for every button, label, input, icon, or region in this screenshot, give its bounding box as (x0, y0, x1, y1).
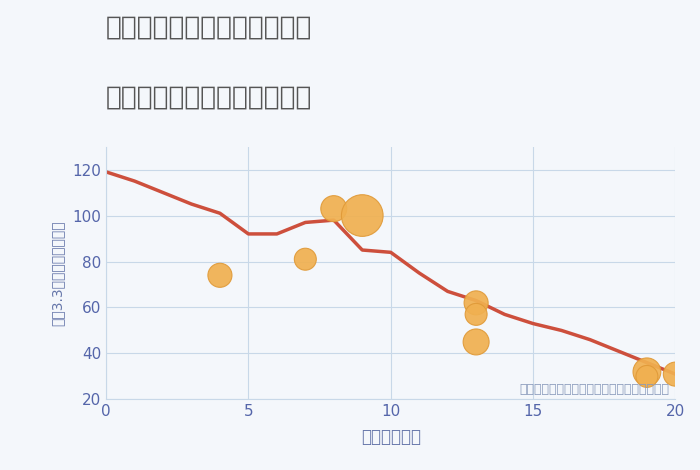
Text: 駅距離別中古マンション価格: 駅距離別中古マンション価格 (106, 85, 312, 110)
Y-axis label: 坪（3.3㎡）単価（万円）: 坪（3.3㎡）単価（万円） (50, 220, 64, 326)
Text: 円の大きさは、取引のあった物件面積を示す: 円の大きさは、取引のあった物件面積を示す (519, 383, 670, 396)
Point (470, 299, 482, 306)
X-axis label: 駅距離（分）: 駅距離（分） (360, 428, 421, 446)
Point (470, 311, 482, 318)
Point (214, 272, 225, 279)
Text: 奈良県生駒郡斑鳩町龍田西の: 奈良県生駒郡斑鳩町龍田西の (106, 14, 312, 40)
Point (470, 338, 482, 346)
Point (328, 205, 339, 212)
Point (641, 368, 652, 376)
Point (357, 212, 368, 219)
Point (670, 370, 681, 378)
Point (300, 256, 311, 263)
Point (641, 373, 652, 380)
